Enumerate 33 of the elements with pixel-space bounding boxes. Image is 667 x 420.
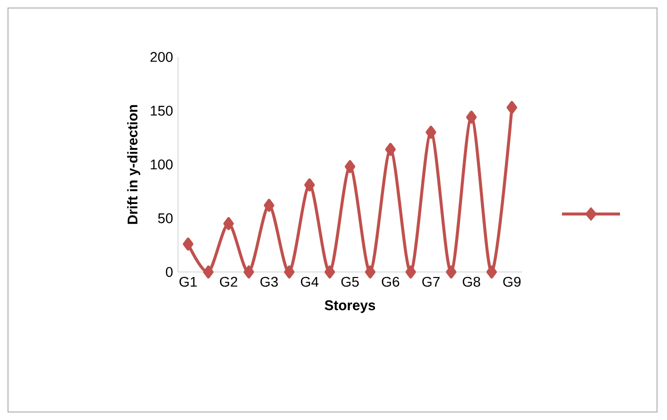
x-axis-title: Storeys (324, 300, 376, 313)
x-tick-label: G9 (503, 276, 521, 287)
x-tick-label: G3 (260, 276, 278, 287)
x-tick-label: G8 (462, 276, 480, 287)
point (426, 126, 436, 139)
point (344, 160, 356, 174)
point (364, 265, 376, 278)
point (446, 265, 456, 278)
y-tick-label: 50 (158, 213, 173, 224)
point (324, 265, 336, 278)
point (182, 238, 194, 251)
point (466, 110, 477, 124)
point (203, 265, 214, 278)
point (244, 265, 254, 278)
point (385, 142, 396, 156)
x-tick-label: G5 (341, 276, 359, 287)
y-tick-label: 100 (150, 160, 173, 170)
point (506, 101, 518, 114)
point (486, 265, 497, 278)
y-axis-title: Drift in y-direction (127, 105, 140, 224)
x-tick-label: G4 (300, 276, 318, 287)
point (284, 265, 295, 278)
point (264, 198, 274, 212)
x-tick-label: G2 (220, 276, 238, 287)
x-tick-label: G7 (422, 276, 440, 287)
point (405, 265, 416, 278)
y-tick-label: 200 (150, 52, 173, 62)
y-tick-label: 0 (166, 267, 173, 277)
point (304, 178, 315, 192)
x-tick-label: G6 (382, 276, 400, 287)
y-tick-label: 150 (150, 106, 173, 116)
x-tick-label: G1 (179, 276, 197, 287)
point (223, 217, 234, 230)
